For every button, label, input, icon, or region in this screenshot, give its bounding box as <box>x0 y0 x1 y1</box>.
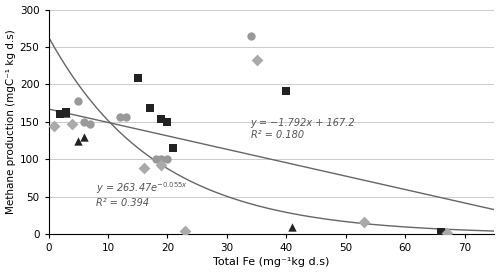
Point <box>246 34 254 38</box>
Point <box>158 157 166 162</box>
Point <box>50 123 58 128</box>
Point <box>74 99 82 103</box>
Point <box>116 115 124 120</box>
Point <box>80 120 88 124</box>
Point <box>164 120 172 124</box>
Point <box>122 114 130 119</box>
Point <box>86 122 94 126</box>
Point <box>80 135 88 139</box>
Point <box>158 117 166 121</box>
Point <box>68 122 76 126</box>
Point <box>182 229 190 233</box>
Point <box>62 111 70 115</box>
Point <box>443 231 451 235</box>
Point <box>164 156 172 161</box>
Point <box>158 163 166 168</box>
Point <box>288 225 296 229</box>
Point <box>140 166 147 171</box>
Text: y = 263.47e$^{-0.055x}$
R² = 0.394: y = 263.47e$^{-0.055x}$ R² = 0.394 <box>96 180 188 208</box>
Y-axis label: Methane production (mgC⁻¹ kg d.s): Methane production (mgC⁻¹ kg d.s) <box>6 29 16 214</box>
Point <box>360 220 368 224</box>
Point <box>252 58 260 62</box>
Point <box>170 146 177 150</box>
Text: y = −1.792x + 167.2
R² = 0.180: y = −1.792x + 167.2 R² = 0.180 <box>250 118 356 140</box>
Point <box>146 106 154 111</box>
Point <box>437 230 445 234</box>
Point <box>134 76 141 81</box>
Point <box>282 89 290 93</box>
Point <box>152 157 160 162</box>
X-axis label: Total Fe (mg⁻¹kg d.s): Total Fe (mg⁻¹kg d.s) <box>214 257 330 268</box>
Point <box>56 112 64 117</box>
Point <box>74 138 82 143</box>
Point <box>62 110 70 114</box>
